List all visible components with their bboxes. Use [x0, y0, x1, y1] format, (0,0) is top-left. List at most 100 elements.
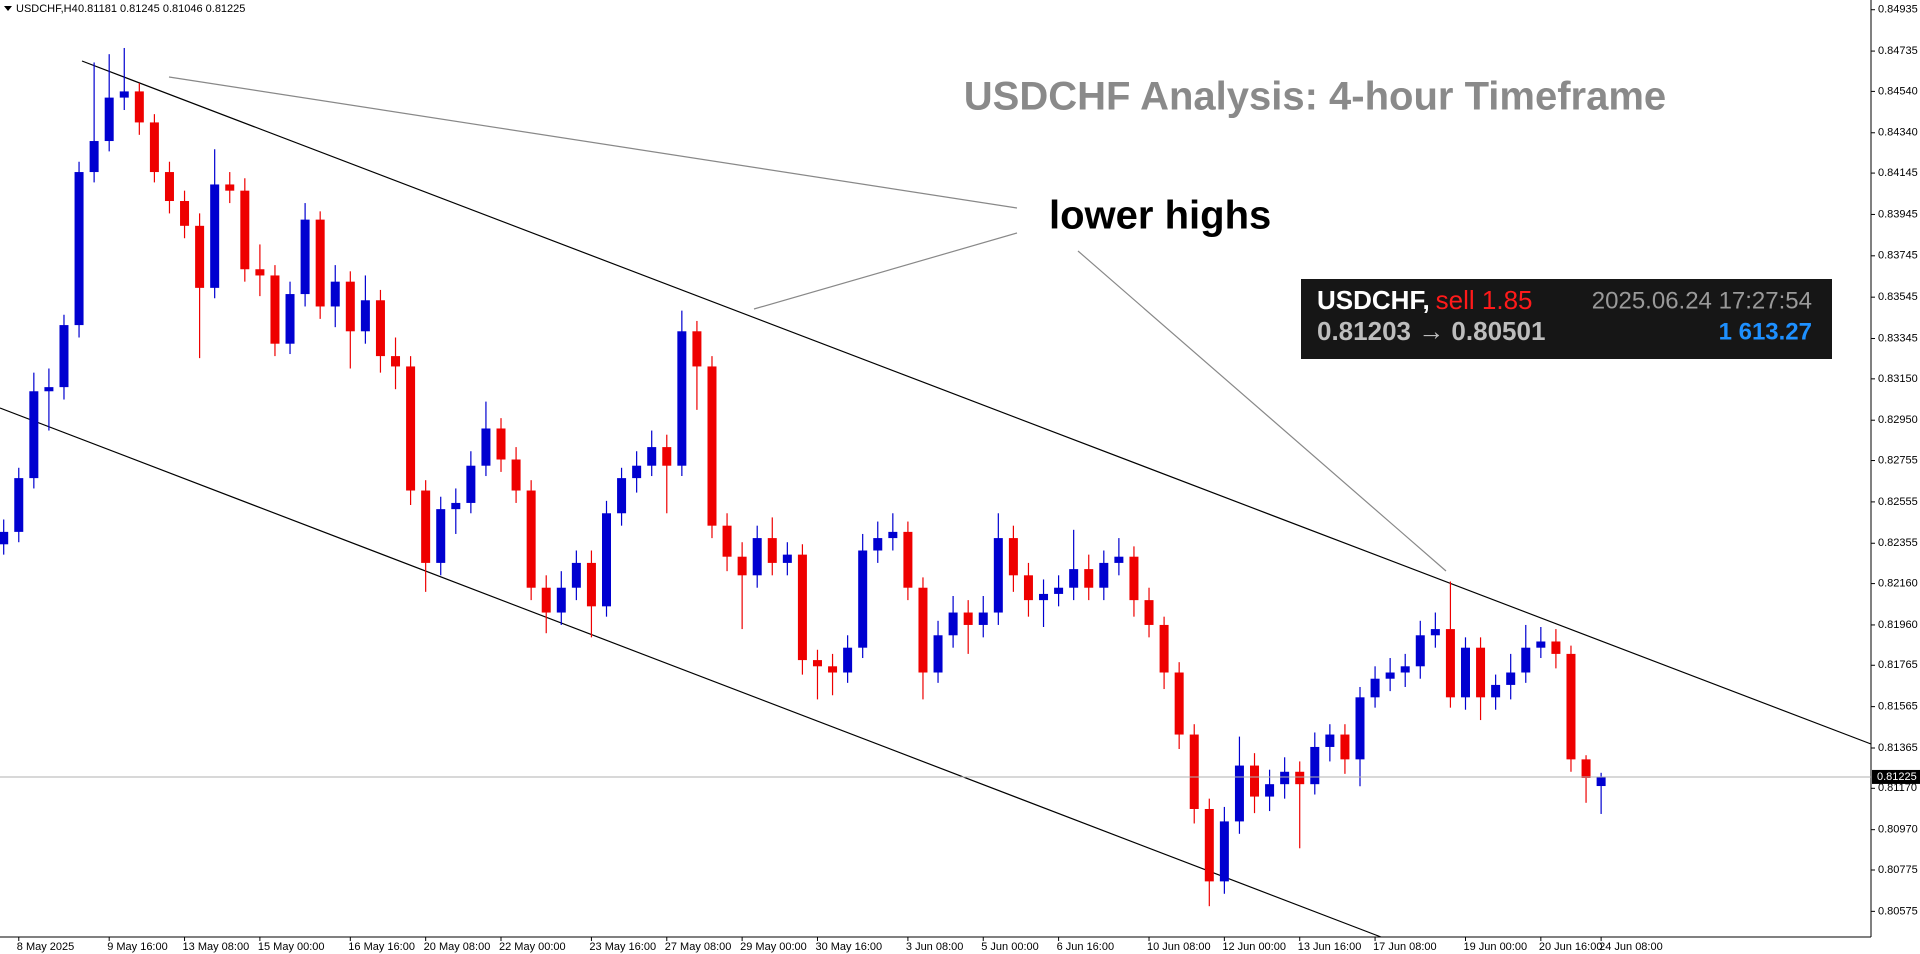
x-tick-label: 10 Jun 08:00	[1147, 941, 1211, 953]
candle-body	[767, 538, 777, 563]
candle-body	[692, 331, 702, 367]
candle-body	[888, 531, 898, 539]
candle-body	[391, 356, 401, 367]
candle-body	[722, 525, 732, 557]
y-tick-label: 0.83345	[1878, 332, 1918, 344]
candle-body	[285, 294, 295, 344]
candle-body	[1385, 672, 1395, 679]
candle-body	[858, 550, 868, 648]
candle-body	[1581, 759, 1591, 778]
upper-trendline	[81, 60, 1872, 745]
y-tick-label: 0.81960	[1878, 619, 1918, 631]
trade-prices: 0.81203 → 0.80501	[1317, 316, 1545, 346]
candle-body	[1039, 593, 1049, 601]
menu-arrow[interactable]	[4, 6, 12, 11]
x-tick-label: 15 May 00:00	[258, 941, 325, 953]
candle-body	[1234, 765, 1244, 822]
x-tick-label: 29 May 00:00	[740, 941, 807, 953]
annotation-pointer	[753, 232, 1018, 310]
candle-body	[1129, 556, 1139, 601]
candle-body	[1551, 641, 1561, 654]
candle-body	[1460, 647, 1470, 698]
x-tick-label: 13 Jun 16:00	[1298, 941, 1362, 953]
trade-order: sell 1.85	[1436, 285, 1533, 315]
annotation-pointer	[168, 76, 1018, 209]
candle-body	[1265, 784, 1275, 797]
y-tick-label: 0.80970	[1878, 824, 1918, 836]
y-tick-label: 0.81565	[1878, 701, 1918, 713]
candle-body	[1430, 629, 1440, 636]
candle-body	[662, 447, 672, 466]
y-tick-label: 0.84935	[1878, 4, 1918, 16]
trade-panel: USDCHF, sell 1.85 2025.06.24 17:27:54 0.…	[1301, 279, 1832, 359]
candle-body	[541, 587, 551, 613]
y-tick-label: 0.82355	[1878, 537, 1918, 549]
x-tick-label: 24 Jun 08:00	[1599, 941, 1663, 953]
candle-body	[1054, 587, 1064, 594]
candle-body	[843, 647, 853, 673]
candle-body	[1445, 629, 1455, 698]
y-tick-label: 0.83150	[1878, 373, 1918, 385]
y-tick-label: 0.82755	[1878, 454, 1918, 466]
candle-body	[1566, 653, 1576, 760]
y-tick-label: 0.80775	[1878, 864, 1918, 876]
candle-body	[752, 538, 762, 576]
candle-body	[1506, 672, 1516, 685]
candle-body	[14, 478, 24, 532]
y-tick-label: 0.83945	[1878, 208, 1918, 220]
candle-body	[89, 141, 99, 173]
candle-body	[1325, 734, 1335, 747]
x-tick-label: 30 May 16:00	[815, 941, 882, 953]
candle-body	[948, 612, 958, 636]
x-tick-label: 23 May 16:00	[589, 941, 656, 953]
y-tick-label: 0.82950	[1878, 414, 1918, 426]
candle-body	[104, 97, 114, 142]
candle-body	[511, 459, 521, 491]
candle-body	[44, 387, 54, 392]
x-tick-label: 9 May 16:00	[107, 941, 168, 953]
candle-body	[571, 562, 581, 588]
candle-body	[737, 556, 747, 576]
candle-body	[29, 391, 39, 479]
x-tick-label: 17 Jun 08:00	[1373, 941, 1437, 953]
candle-body	[315, 219, 325, 307]
candle-body	[164, 172, 174, 202]
trade-profit: 1 613.27	[1719, 318, 1812, 345]
candles	[0, 47, 1606, 907]
y-tick-label: 0.84145	[1878, 167, 1918, 179]
y-tick-label: 0.84340	[1878, 127, 1918, 139]
candle-body	[586, 562, 596, 607]
panel-background	[1301, 279, 1832, 359]
y-tick-label: 0.81365	[1878, 742, 1918, 754]
candle-body	[1008, 538, 1018, 576]
candle-body	[451, 502, 461, 510]
current-price-label: 0.81225	[1877, 771, 1917, 783]
candle-body	[1280, 771, 1290, 785]
candle-body	[1310, 746, 1320, 785]
annotation: lower highs	[1049, 194, 1271, 238]
candle-body	[195, 225, 205, 288]
candle-body	[1295, 771, 1305, 785]
y-tick-label: 0.84540	[1878, 85, 1918, 97]
candle-body	[903, 531, 913, 588]
y-tick-label: 0.81765	[1878, 659, 1918, 671]
y-tick-label: 0.82555	[1878, 496, 1918, 508]
candle-body	[1069, 569, 1079, 588]
candle-body	[978, 612, 988, 625]
candle-body	[330, 281, 340, 307]
candle-body	[993, 538, 1003, 613]
candle-body	[210, 184, 220, 288]
candle-body	[1521, 647, 1531, 673]
chart-title: USDCHF Analysis: 4-hour Timeframe	[964, 75, 1666, 119]
candle-body	[240, 190, 250, 270]
candle-body	[74, 172, 84, 326]
candle-body	[782, 554, 792, 563]
candle-body	[1355, 697, 1365, 760]
x-tick-label: 20 May 08:00	[424, 941, 491, 953]
candle-body	[797, 554, 807, 661]
candle-body	[647, 447, 657, 466]
candle-body	[481, 428, 491, 466]
candle-body	[406, 366, 416, 491]
